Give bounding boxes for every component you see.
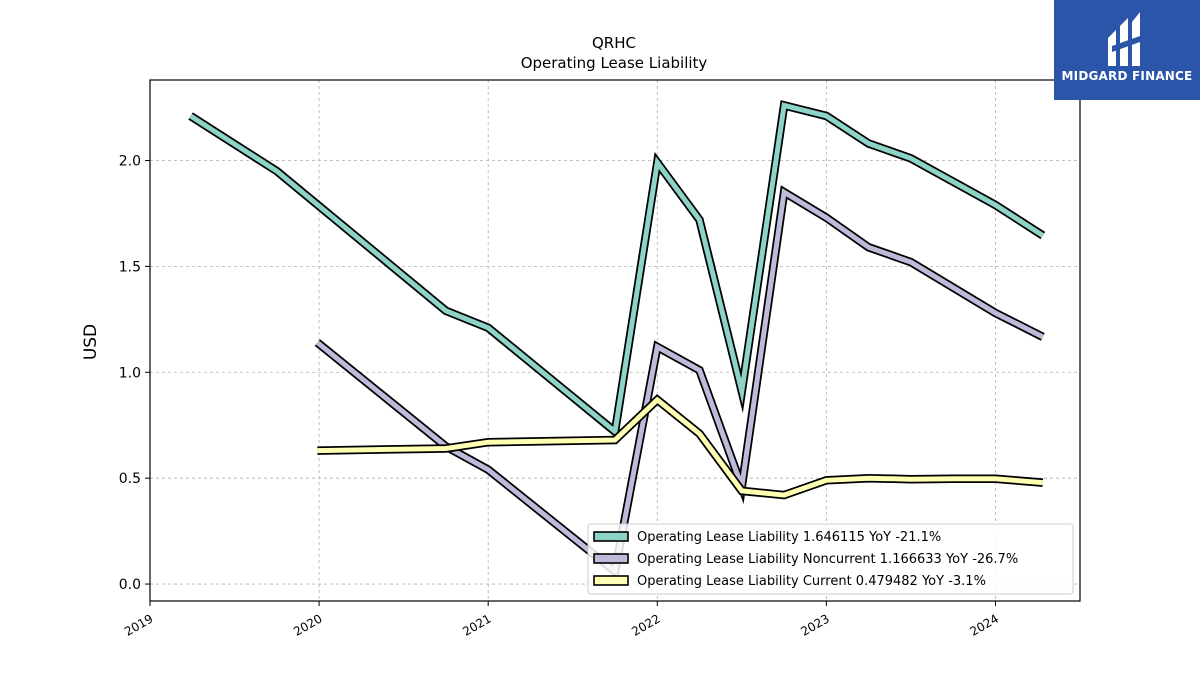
- legend-box: [587, 523, 1074, 595]
- y-tick-label: 1.5: [119, 259, 141, 275]
- grid-lines: [150, 80, 1080, 601]
- x-axis: 2019 2020 2021 2022 2023 2024: [122, 601, 1001, 639]
- series-3: [317, 394, 1044, 500]
- legend-label: Operating Lease Liability Current 0.4794…: [637, 574, 986, 589]
- logo: MIDGARD FINANCE: [1054, 0, 1200, 100]
- chart-subtitle: Operating Lease Liability: [521, 54, 708, 72]
- legend-label: Operating Lease Liability 1.646115 YoY -…: [637, 530, 941, 545]
- series-2: [314, 185, 1045, 580]
- x-tick-label: 2024: [968, 611, 1001, 638]
- series-line-outline: [314, 185, 1045, 580]
- legend: Operating Lease Liability 1.646115 YoY -…: [587, 523, 1074, 595]
- legend-label: Operating Lease Liability Noncurrent 1.1…: [637, 552, 1018, 567]
- y-axis: 0.0 0.5 1.0 1.5 2.0: [119, 153, 150, 593]
- midgard-logo-icon: [1108, 12, 1140, 66]
- series-layer: [188, 100, 1046, 580]
- y-tick-label: 2.0: [119, 153, 141, 169]
- series-line: [315, 188, 1044, 576]
- y-tick-label: 1.0: [119, 365, 141, 381]
- logo-text: MIDGARD FINANCE: [1061, 69, 1193, 83]
- series-line: [317, 396, 1044, 498]
- x-tick-label: 2019: [122, 611, 155, 638]
- chart-title: QRHC: [592, 34, 636, 52]
- legend-swatch: [593, 553, 629, 564]
- plot-frame: [149, 79, 1081, 602]
- y-tick-label: 0.0: [119, 577, 141, 593]
- legend-swatch: [593, 531, 629, 542]
- x-tick-label: 2023: [798, 611, 831, 638]
- series-1: [188, 100, 1046, 440]
- legend-swatch: [593, 575, 629, 586]
- x-tick-label: 2021: [460, 611, 493, 638]
- x-tick-label: 2020: [291, 611, 324, 638]
- y-axis-label: USD: [81, 324, 101, 360]
- y-tick-label: 0.5: [119, 471, 141, 487]
- x-tick-label: 2022: [629, 611, 662, 638]
- series-line: [189, 102, 1045, 437]
